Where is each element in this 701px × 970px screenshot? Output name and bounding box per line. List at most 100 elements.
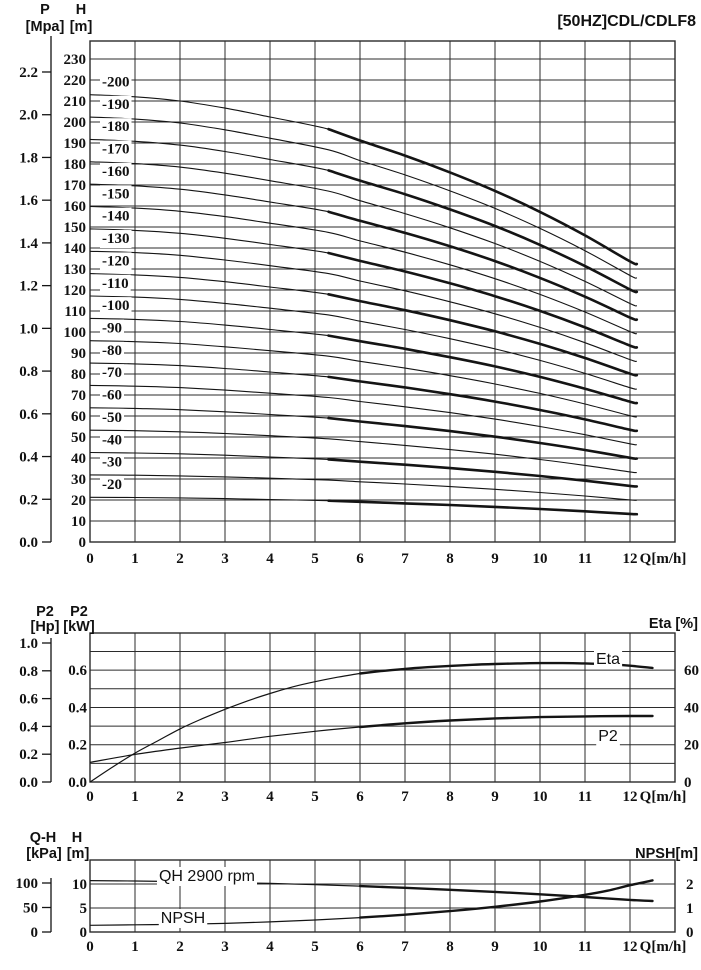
h-tick-label: 10 <box>71 514 86 530</box>
axis-tick-label: 0.2 <box>19 747 38 763</box>
h-tick-label: 60 <box>71 409 86 425</box>
label-bg <box>100 140 132 159</box>
curve--60-bold <box>327 416 639 461</box>
qh-curve-bold <box>358 884 654 903</box>
curve--50 <box>89 429 637 474</box>
label-bg <box>100 252 132 271</box>
curve-label--160: -160 <box>102 164 130 180</box>
npsh-curve-bold <box>358 879 654 919</box>
label-bg <box>100 431 124 450</box>
x-tick-label: 6 <box>356 551 364 567</box>
eta-curve-label: Eta <box>596 651 620 668</box>
x-tick-label: 10 <box>533 551 548 567</box>
npsh-tick-label: 2 <box>686 877 694 893</box>
x-tick-label: 2 <box>176 939 184 955</box>
label-bg <box>100 230 132 249</box>
p2-curve <box>89 715 653 763</box>
h-tick-label: 20 <box>71 493 86 509</box>
x-tick-label: 9 <box>491 789 499 805</box>
npsh-curve-label: NPSH <box>161 910 205 927</box>
h-tick-label: 140 <box>64 241 87 257</box>
h-tick-label: 120 <box>64 283 87 299</box>
axis-tick-label: 1.0 <box>19 636 38 652</box>
x-tick-label: 4 <box>266 939 274 955</box>
curve--190 <box>89 116 638 279</box>
x-tick-label: 7 <box>401 789 409 805</box>
x-tick-label: 8 <box>446 551 454 567</box>
curve--20-bold <box>327 499 639 516</box>
curve--40-bold <box>327 458 639 488</box>
curve--90 <box>89 340 638 418</box>
h-axis-unit: [m] <box>70 19 93 35</box>
label-bg <box>100 364 124 383</box>
curve-label--90: -90 <box>102 320 122 336</box>
x-tick-label: 0 <box>86 939 94 955</box>
npsh-tick-label: 1 <box>686 901 694 917</box>
x-tick-label: 6 <box>356 789 364 805</box>
curve-label--200: -200 <box>102 74 130 90</box>
curve--170 <box>89 161 638 307</box>
label-bg <box>100 341 124 360</box>
axis-tick-label: 0 <box>31 925 39 941</box>
eta-tick-label: 40 <box>684 700 699 716</box>
label-bg <box>156 867 258 886</box>
h-tick-label: 90 <box>71 346 86 362</box>
axis-tick-label: 2.2 <box>19 65 38 81</box>
head-curves-chart: -200-190-180-170-160-150-140-130-120-110… <box>19 2 687 567</box>
npsh-tick-label: 0 <box>686 925 694 941</box>
h-tick-label: 180 <box>64 157 87 173</box>
curve--70 <box>89 384 637 446</box>
p2-curve-label: P2 <box>598 728 618 745</box>
axis-tick-label: 1.6 <box>19 193 38 209</box>
h-tick-label: 0 <box>80 925 88 941</box>
curve--160-bold <box>327 210 639 322</box>
axis-tick-label: 0.4 <box>19 450 38 466</box>
curve-label--20: -20 <box>102 477 122 493</box>
x-tick-label: 5 <box>311 551 319 567</box>
curve--80-bold <box>327 375 639 433</box>
label-bg <box>100 476 124 495</box>
kw-tick-label: 0.6 <box>68 663 87 679</box>
hp-axis-title: P2 <box>36 604 54 620</box>
plot-border <box>89 632 676 783</box>
h-axis-unit: [m] <box>67 846 90 862</box>
x-tick-label: 3 <box>221 551 229 567</box>
x-tick-label: 2 <box>176 789 184 805</box>
page-title: [50HZ]CDL/CDLF8 <box>557 13 696 30</box>
curve-label--140: -140 <box>102 209 130 225</box>
curve--200-bold <box>327 127 639 266</box>
x-tick-label: 2 <box>176 551 184 567</box>
x-tick-label: 3 <box>221 939 229 955</box>
h-axis-title: H <box>72 830 82 846</box>
curve--130 <box>89 250 638 363</box>
label-bg <box>100 118 132 137</box>
h-tick-label: 80 <box>71 367 86 383</box>
curve-label--100: -100 <box>102 298 130 314</box>
x-tick-label: 8 <box>446 789 454 805</box>
x-tick-label: 4 <box>266 789 274 805</box>
x-tick-label: 11 <box>578 551 592 567</box>
curve-label--130: -130 <box>102 231 130 247</box>
h-tick-label: 0 <box>79 535 87 551</box>
x-tick-label: 9 <box>491 939 499 955</box>
x-tick-label: 8 <box>446 939 454 955</box>
curve--140 <box>89 228 638 349</box>
hp-axis-unit: [Hp] <box>31 619 60 635</box>
curve--140-bold <box>327 251 639 349</box>
label-bg <box>100 185 132 204</box>
curve--100-bold <box>327 334 639 405</box>
curve-label--70: -70 <box>102 365 122 381</box>
label-bg <box>100 386 124 405</box>
label-bg <box>100 319 124 338</box>
curve--180-bold <box>327 169 639 294</box>
curve--100 <box>89 317 638 404</box>
kw-axis-unit: [kW] <box>63 619 95 635</box>
x-axis-unit-label: Q[m/h] <box>640 551 687 567</box>
curve-label--150: -150 <box>102 186 130 202</box>
label-bg <box>100 297 132 316</box>
p-axis-title: P <box>40 2 50 18</box>
power-eta-chart: EtaP20.00.20.40.602040600.00.20.40.60.81… <box>19 604 699 805</box>
plot-border <box>89 859 676 933</box>
kw-tick-label: 0.2 <box>68 738 87 754</box>
